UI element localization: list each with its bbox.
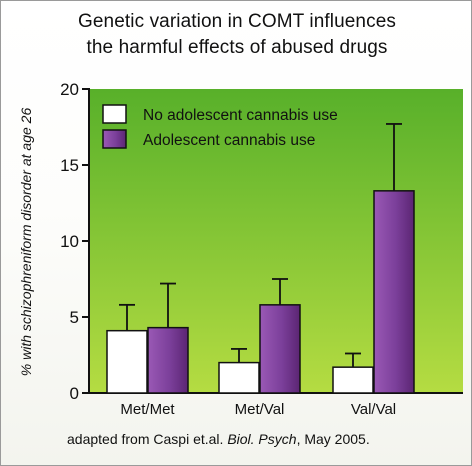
bar-cannabis-1 — [259, 304, 301, 394]
bar-no-cannabis-1 — [218, 361, 260, 394]
bar-no-cannabis-0 — [106, 329, 148, 394]
legend-label-0: No adolescent cannabis use — [143, 107, 338, 124]
source-footnote: adapted from Caspi et.al. Biol. Psych, M… — [67, 431, 370, 447]
footnote-prefix: adapted from Caspi et.al. — [67, 431, 228, 447]
y-tick-label-10: 10 — [60, 232, 79, 251]
x-tick-label-0: Met/Met — [120, 401, 175, 418]
bar-cannabis-0 — [147, 326, 189, 394]
x-tick-label-1: Met/Val — [235, 401, 285, 418]
y-tick-label-20: 20 — [60, 80, 79, 99]
footnote-suffix: , May 2005. — [296, 431, 370, 447]
x-tick-label-2: Val/Val — [351, 401, 396, 418]
bar-no-cannabis-2 — [332, 366, 374, 394]
legend-swatch-0 — [102, 104, 127, 124]
y-tick-label-15: 15 — [60, 156, 79, 175]
footnote-journal: Biol. Psych — [227, 431, 297, 447]
legend-swatch-1 — [102, 129, 127, 149]
bar-cannabis-2 — [373, 190, 415, 394]
chart-title-line-2: the harmful effects of abused drugs — [86, 37, 388, 58]
legend-label-1: Adolescent cannabis use — [143, 132, 315, 149]
y-tick-label-5: 5 — [70, 308, 79, 327]
y-tick-label-0: 0 — [70, 384, 79, 403]
chart-title-line-1: Genetic variation in COMT influences — [78, 11, 396, 32]
